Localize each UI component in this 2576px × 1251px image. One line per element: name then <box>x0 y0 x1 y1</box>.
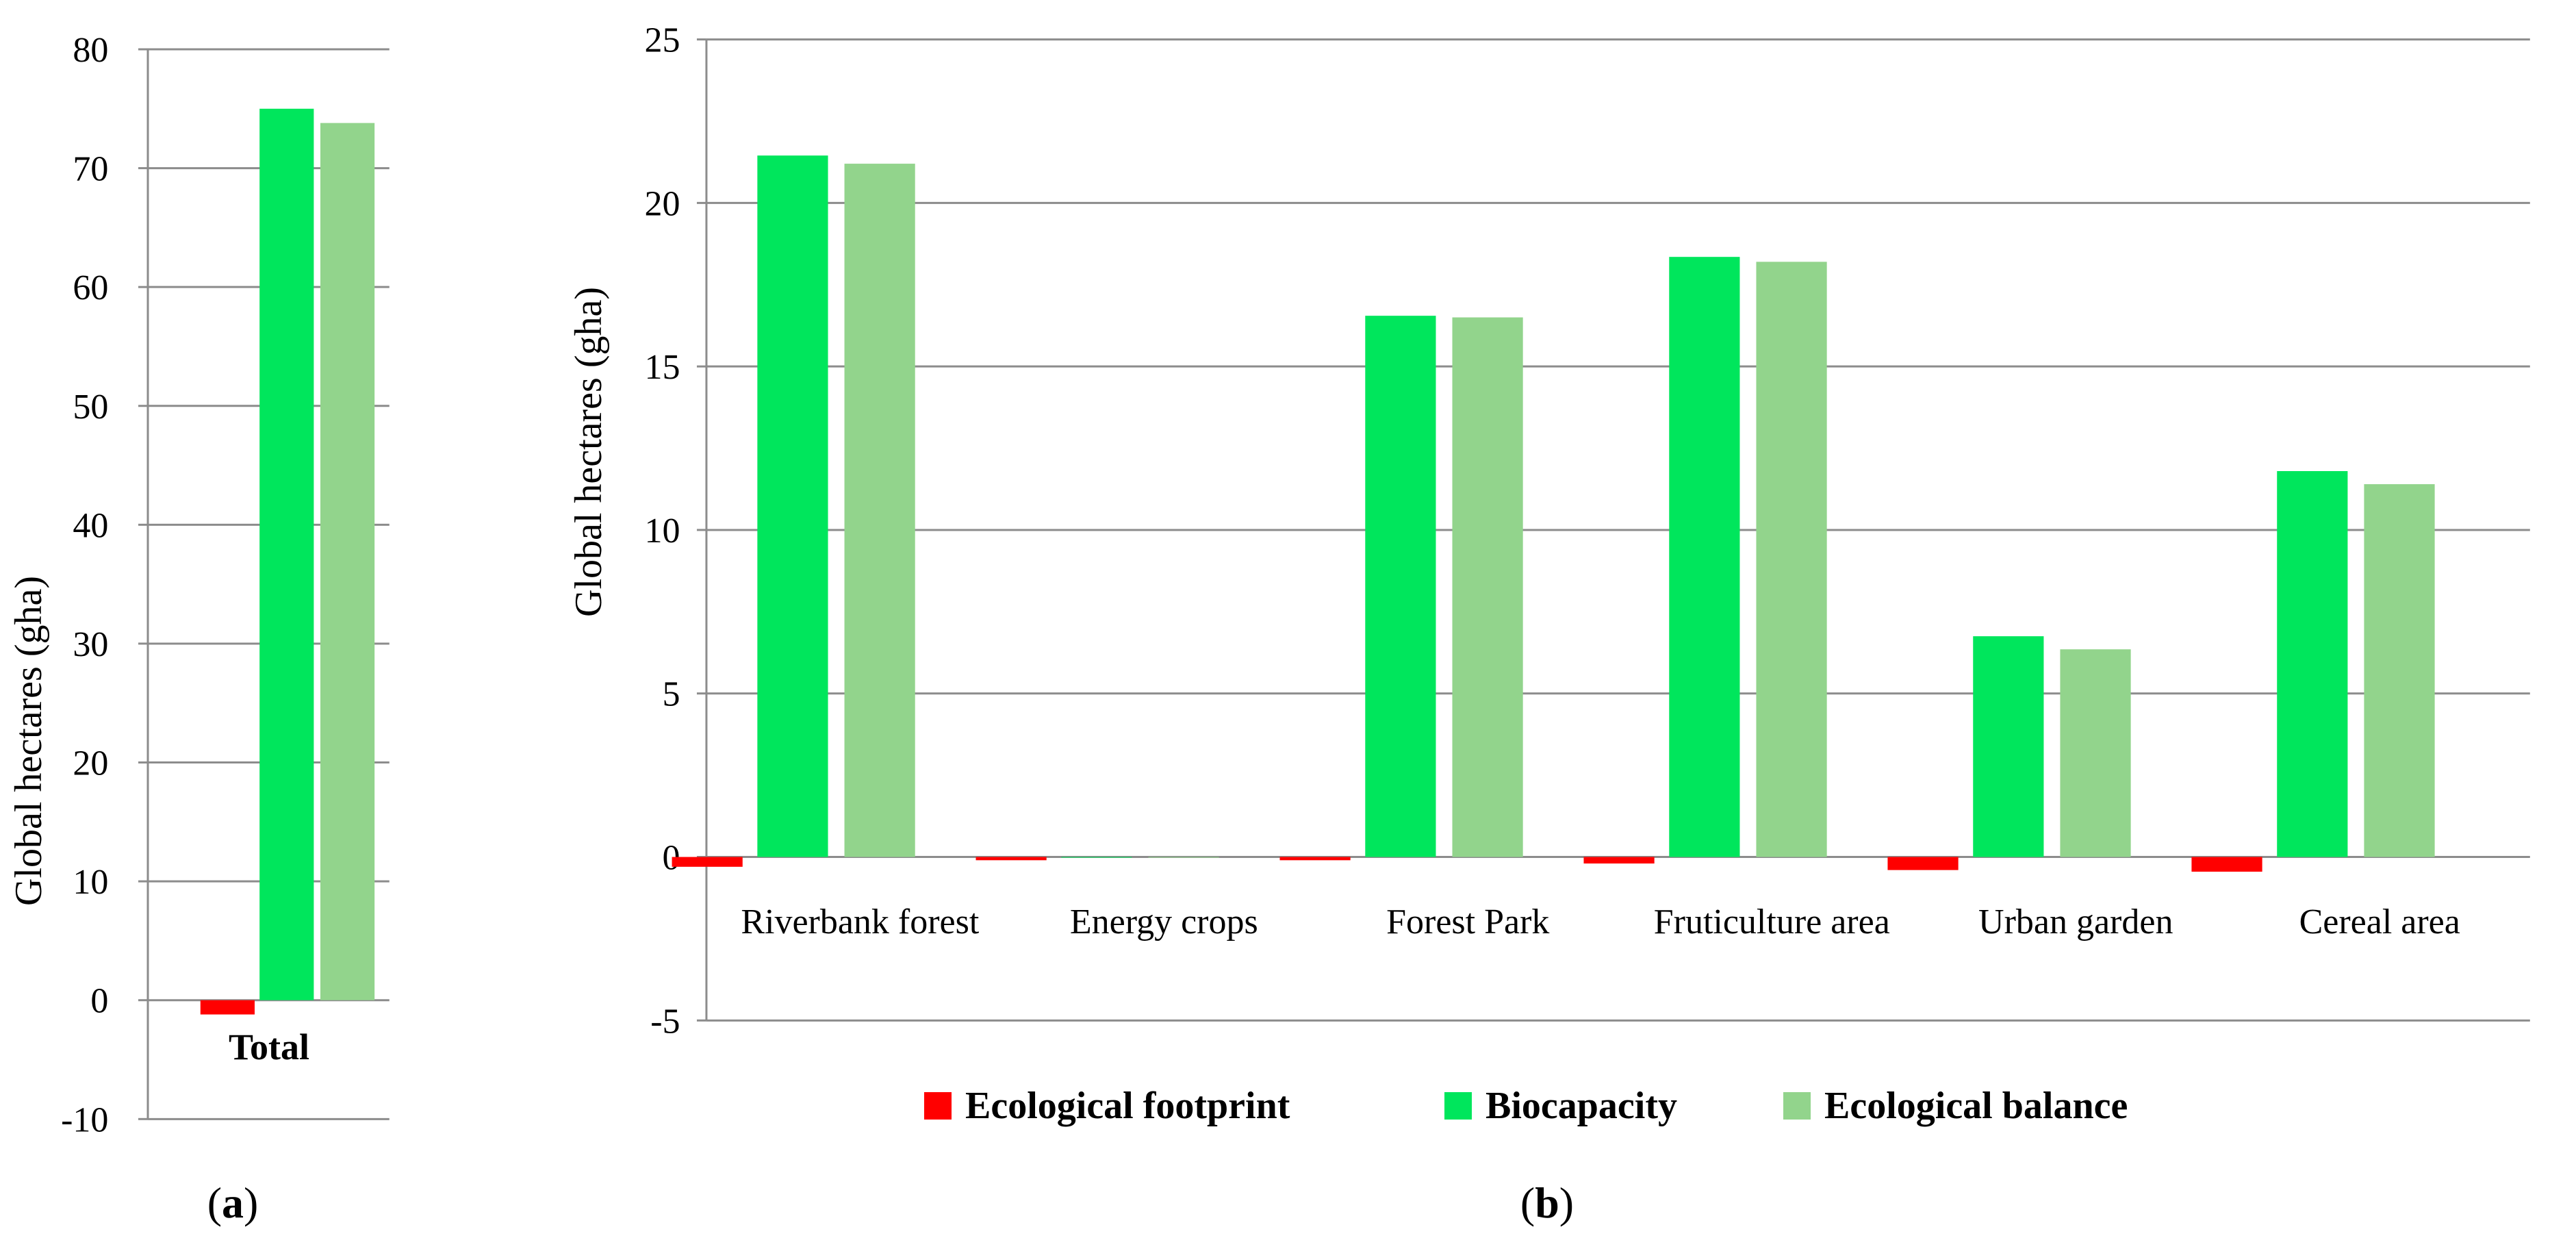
legend-swatch-ecological-balance <box>1783 1092 1811 1120</box>
panel-a-y-tick-label: 40 <box>73 506 108 545</box>
panel-a-category-label-total: Total <box>229 1026 309 1067</box>
panel-b-category-label-forest-park: Forest Park <box>1386 902 1549 942</box>
bar-b-ecological-footprint-forest-park <box>1279 857 1351 861</box>
panel-b-category-label-fruticulture-area: Fruticulture area <box>1654 902 1890 942</box>
bar-b-ecological-balance-forest-park <box>1452 317 1523 857</box>
panel-b-y-tick-label: 15 <box>645 348 680 387</box>
panel-a-y-tick-label: 60 <box>73 268 108 307</box>
bar-b-ecological-footprint-riverbank-forest <box>672 857 743 867</box>
legend-label-ecological-footprint: Ecological footprint <box>965 1085 1290 1127</box>
legend-swatch-ecological-footprint <box>924 1092 952 1120</box>
panel-b-y-tick-label: -5 <box>650 1002 680 1041</box>
panel-a-caption: (a) <box>207 1178 259 1227</box>
panel-b-category-label-urban-garden: Urban garden <box>1978 902 2173 942</box>
panel-b-bars <box>672 155 2435 872</box>
panel-a-caption-letter: a <box>222 1178 244 1227</box>
panel-a-caption-open: ( <box>207 1178 222 1227</box>
panel-b-caption-letter: b <box>1535 1178 1559 1227</box>
bar-b-biocapacity-energy-crops <box>1061 857 1132 858</box>
panel-b-caption-close: ) <box>1559 1178 1574 1227</box>
bar-b-ecological-balance-cereal-area <box>2364 484 2435 857</box>
panel-b-legend: Ecological footprint Biocapacity Ecologi… <box>924 1085 2128 1127</box>
panel-a-axes <box>138 48 149 1120</box>
panel-a-caption-close: ) <box>244 1178 258 1227</box>
legend-label-biocapacity: Biocapacity <box>1485 1085 1677 1127</box>
panel-a-y-tick-label: 10 <box>73 863 108 902</box>
bar-b-ecological-footprint-fruticulture-area <box>1583 857 1655 864</box>
panel-b-y-tick-label: 25 <box>645 21 680 60</box>
panel-a-y-axis-label: Global hectares (gha) <box>8 576 50 906</box>
panel-a-bars <box>200 108 375 1015</box>
bar-b-ecological-footprint-energy-crops <box>975 857 1047 861</box>
panel-b-category-label-energy-crops: Energy crops <box>1070 902 1258 942</box>
bar-b-biocapacity-riverbank-forest <box>757 155 828 857</box>
bar-b-ecological-balance-riverbank-forest <box>844 164 915 857</box>
panel-a-y-tick-labels: 80 70 60 50 40 30 20 10 0 -10 <box>61 31 108 1139</box>
panel-a-y-tick-label: 80 <box>73 31 108 70</box>
bar-b-biocapacity-urban-garden <box>1973 636 2044 857</box>
bar-b-ecological-footprint-urban-garden <box>1887 857 1959 870</box>
bar-b-biocapacity-cereal-area <box>2277 470 2348 857</box>
bar-a-ecological-footprint-total <box>200 1000 255 1015</box>
bar-b-biocapacity-fruticulture-area <box>1669 257 1740 857</box>
panel-b-caption: (b) <box>1520 1178 1574 1227</box>
bar-b-ecological-balance-energy-crops <box>1148 857 1219 858</box>
panel-a-y-tick-label: 30 <box>73 625 108 664</box>
bar-a-biocapacity-total <box>259 108 314 1000</box>
bar-b-ecological-footprint-cereal-area <box>2191 857 2262 872</box>
panel-b-category-label-cereal-area: Cereal area <box>2299 902 2460 942</box>
panel-a-chart: 80 70 60 50 40 30 20 10 0 -10 Global hectares (gh… <box>8 31 390 1227</box>
panel-b-y-tick-label: 5 <box>663 675 680 714</box>
panel-a-y-tick-label: 0 <box>90 982 108 1021</box>
bar-b-biocapacity-forest-park <box>1365 316 1436 857</box>
bar-a-ecological-balance-total <box>320 123 375 1000</box>
panel-b-y-tick-label: 10 <box>645 511 680 551</box>
panel-b-y-tick-label: 20 <box>645 184 680 223</box>
panel-b-y-axis-label: Global hectares (gha) <box>568 287 610 617</box>
bar-b-ecological-balance-urban-garden <box>2060 649 2131 857</box>
panel-b-caption-open: ( <box>1520 1178 1535 1227</box>
panel-a-y-tick-label: -10 <box>61 1100 108 1139</box>
legend-label-ecological-balance: Ecological balance <box>1824 1085 2128 1127</box>
panel-b-category-label-riverbank-forest: Riverbank forest <box>741 902 980 942</box>
legend-swatch-biocapacity <box>1444 1092 1472 1120</box>
panel-b-category-labels: Riverbank forest Energy crops Forest Park F… <box>741 902 2460 942</box>
panel-a-y-tick-label: 70 <box>73 150 108 189</box>
panel-a-y-tick-label: 20 <box>73 744 108 783</box>
bar-b-ecological-balance-fruticulture-area <box>1756 262 1827 857</box>
panel-a-y-tick-label: 50 <box>73 388 108 427</box>
